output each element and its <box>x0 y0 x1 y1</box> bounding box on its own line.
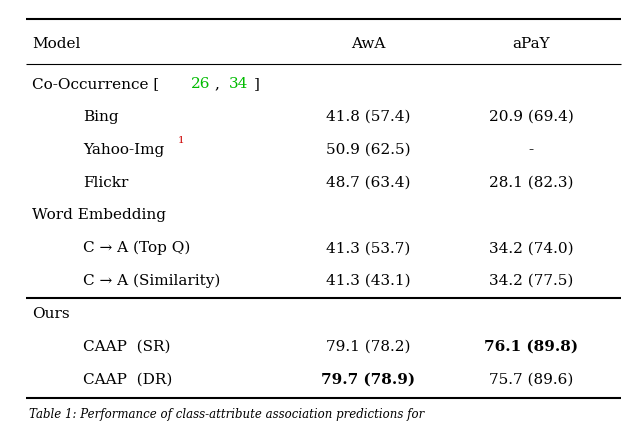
Text: 34.2 (74.0): 34.2 (74.0) <box>489 241 573 255</box>
Text: 28.1 (82.3): 28.1 (82.3) <box>489 176 573 190</box>
Text: 34.2 (77.5): 34.2 (77.5) <box>489 274 573 288</box>
Text: 20.9 (69.4): 20.9 (69.4) <box>489 110 573 124</box>
Text: ]: ] <box>253 77 259 91</box>
Text: Yahoo-Img: Yahoo-Img <box>83 143 164 157</box>
Text: Table 1: Performance of class-attribute association predictions for: Table 1: Performance of class-attribute … <box>29 408 424 421</box>
Text: CAAP  (DR): CAAP (DR) <box>83 373 173 387</box>
Text: 34: 34 <box>229 77 248 91</box>
Text: 48.7 (63.4): 48.7 (63.4) <box>326 176 410 190</box>
Text: 76.1 (89.8): 76.1 (89.8) <box>484 340 579 354</box>
Text: Model: Model <box>32 37 81 51</box>
Text: 41.3 (53.7): 41.3 (53.7) <box>326 241 410 255</box>
Text: 1: 1 <box>178 136 184 145</box>
Text: Ours: Ours <box>32 307 70 321</box>
Text: ,: , <box>215 77 225 91</box>
Text: 79.7 (78.9): 79.7 (78.9) <box>321 373 415 387</box>
Text: Co-Occurrence [: Co-Occurrence [ <box>32 77 159 91</box>
Text: Word Embedding: Word Embedding <box>32 209 166 222</box>
Text: 75.7 (89.6): 75.7 (89.6) <box>489 373 573 387</box>
Text: 79.1 (78.2): 79.1 (78.2) <box>326 340 410 354</box>
Text: C → A (Similarity): C → A (Similarity) <box>83 274 221 288</box>
Text: AwA: AwA <box>351 37 385 51</box>
Text: C → A (Top Q): C → A (Top Q) <box>83 241 191 255</box>
Text: Flickr: Flickr <box>83 176 129 190</box>
Text: 50.9 (62.5): 50.9 (62.5) <box>326 143 410 157</box>
Text: CAAP  (SR): CAAP (SR) <box>83 340 171 354</box>
Text: 41.3 (43.1): 41.3 (43.1) <box>326 274 410 288</box>
Text: 26: 26 <box>191 77 210 91</box>
Text: 41.8 (57.4): 41.8 (57.4) <box>326 110 410 124</box>
Text: aPaY: aPaY <box>513 37 550 51</box>
Text: Bing: Bing <box>83 110 119 124</box>
Text: -: - <box>529 143 534 157</box>
